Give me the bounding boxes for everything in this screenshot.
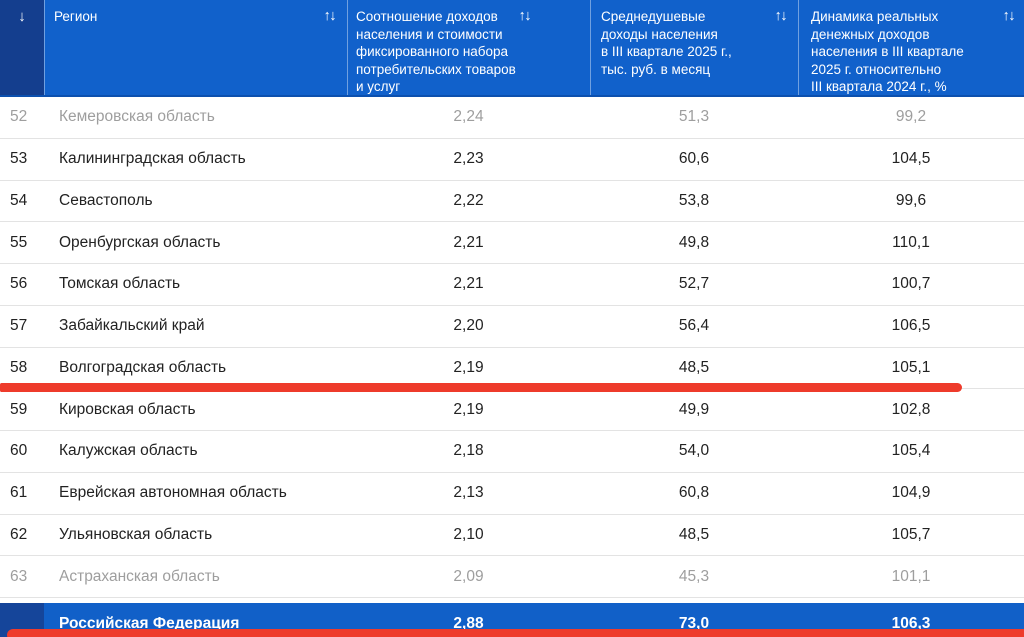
rank-cell: 61 — [10, 484, 28, 502]
dynamics-cell: 104,9 — [891, 484, 931, 502]
region-cell: Кемеровская область — [59, 108, 215, 126]
dynamics-column-label: Динамика реальных денежных доходов насел… — [811, 9, 964, 94]
table-row: 63 Астраханская область 2,09 45,3 101,1 — [0, 556, 1024, 598]
column-header-income[interactable]: Среднедушевые доходы населения в III ква… — [590, 0, 798, 95]
ratio-cell: 2,09 — [453, 567, 484, 585]
region-cell: Севастополь — [59, 191, 153, 209]
rank-cell: 60 — [10, 442, 28, 460]
column-header-region[interactable]: Регион ↑↓ — [44, 0, 347, 95]
table-row: 56 Томская область 2,21 52,7 100,7 — [0, 264, 1024, 306]
ratio-cell: 2,19 — [453, 358, 484, 376]
sort-toggle-icon[interactable]: ↑↓ — [774, 8, 788, 24]
table-row: 53 Калининградская область 2,23 60,6 104… — [0, 139, 1024, 181]
rank-cell: 54 — [10, 191, 28, 209]
dynamics-cell: 99,6 — [895, 191, 927, 209]
rank-cell: 63 — [10, 567, 28, 585]
ratio-cell: 2,10 — [453, 525, 484, 543]
red-underline-annotation — [0, 383, 962, 392]
table-body: 52 Кемеровская область 2,24 51,3 99,2 53… — [0, 97, 1024, 598]
dynamics-cell: 110,1 — [892, 233, 930, 251]
column-header-rank[interactable]: ↓ — [0, 0, 44, 95]
dynamics-cell: 106,5 — [891, 317, 931, 335]
rank-cell: 56 — [10, 275, 28, 293]
table-row: 61 Еврейская автономная область 2,13 60,… — [0, 473, 1024, 515]
sort-toggle-icon[interactable]: ↑↓ — [518, 8, 532, 24]
income-cell: 56,4 — [678, 317, 710, 335]
ratio-cell: 2,13 — [453, 484, 484, 502]
region-cell: Российская Федерация — [59, 615, 240, 632]
ratio-cell: 2,22 — [453, 191, 484, 209]
income-column-label: Среднедушевые доходы населения в III ква… — [601, 9, 732, 77]
table-row: 62 Ульяновская область 2,10 48,5 105,7 — [0, 515, 1024, 557]
income-cell: 48,5 — [678, 358, 710, 376]
table-row: 54 Севастополь 2,22 53,8 99,6 — [0, 181, 1024, 223]
sort-desc-icon[interactable]: ↓ — [18, 8, 26, 25]
table-row: 55 Оренбургская область 2,21 49,8 110,1 — [0, 222, 1024, 264]
income-cell: 49,8 — [678, 233, 710, 251]
dynamics-cell: 100,7 — [891, 275, 931, 293]
rank-cell: 53 — [10, 150, 28, 168]
income-cell: 49,9 — [678, 400, 710, 418]
income-cell: 60,8 — [678, 484, 710, 502]
region-cell: Оренбургская область — [59, 233, 221, 251]
ratio-cell: 2,20 — [453, 317, 484, 335]
region-column-label: Регион — [54, 9, 98, 24]
income-cell: 60,6 — [678, 150, 710, 168]
table-row: 60 Калужская область 2,18 54,0 105,4 — [0, 431, 1024, 473]
rank-cell: 62 — [10, 525, 28, 543]
rank-cell: 55 — [10, 233, 28, 251]
income-cell: 51,3 — [678, 108, 710, 126]
region-cell: Астраханская область — [59, 567, 220, 585]
rank-cell: 52 — [10, 108, 28, 126]
dynamics-cell: 101,1 — [891, 567, 931, 585]
income-cell: 73,0 — [678, 615, 710, 632]
income-cell: 54,0 — [678, 442, 710, 460]
column-header-dynamics[interactable]: Динамика реальных денежных доходов насел… — [798, 0, 1024, 95]
ratio-cell: 2,19 — [453, 400, 484, 418]
ratio-cell: 2,21 — [453, 275, 484, 293]
dynamics-cell: 105,4 — [891, 442, 931, 460]
region-cell: Калужская область — [59, 442, 198, 460]
dynamics-cell: 99,2 — [895, 108, 927, 126]
income-cell: 45,3 — [678, 567, 710, 585]
column-header-ratio[interactable]: Соотношение доходов населения и стоимост… — [347, 0, 590, 95]
region-cell: Томская область — [59, 275, 181, 293]
red-bottom-line-annotation — [7, 629, 1024, 637]
ratio-cell: 2,24 — [453, 108, 484, 126]
region-cell: Волгоградская область — [59, 358, 227, 376]
region-cell: Кировская область — [59, 400, 196, 418]
income-cell: 52,7 — [678, 275, 710, 293]
ratio-column-label: Соотношение доходов населения и стоимост… — [356, 9, 516, 94]
region-cell: Забайкальский край — [59, 317, 205, 335]
region-cell: Калининградская область — [59, 150, 246, 168]
dynamics-cell: 105,1 — [891, 358, 931, 376]
ratio-cell: 2,88 — [453, 615, 484, 632]
table-header: ↓ Регион ↑↓ Соотношение доходов населени… — [0, 0, 1024, 97]
ratio-cell: 2,21 — [453, 233, 484, 251]
rank-cell: 57 — [10, 317, 28, 335]
region-cell: Ульяновская область — [59, 525, 213, 543]
sort-toggle-icon[interactable]: ↑↓ — [1002, 8, 1016, 24]
dynamics-cell: 106,3 — [891, 615, 931, 632]
income-cell: 53,8 — [678, 191, 710, 209]
income-cell: 48,5 — [678, 525, 710, 543]
dynamics-cell: 105,7 — [891, 525, 931, 543]
table-row: 52 Кемеровская область 2,24 51,3 99,2 — [0, 97, 1024, 139]
dynamics-cell: 102,8 — [891, 400, 931, 418]
sort-toggle-icon[interactable]: ↑↓ — [323, 8, 337, 24]
region-cell: Еврейская автономная область — [59, 484, 287, 502]
rank-cell: 58 — [10, 358, 28, 376]
dynamics-cell: 104,5 — [891, 150, 931, 168]
ratio-cell: 2,23 — [453, 150, 484, 168]
table-row: 57 Забайкальский край 2,20 56,4 106,5 — [0, 306, 1024, 348]
table-row: 59 Кировская область 2,19 49,9 102,8 — [0, 389, 1024, 431]
rank-cell: 59 — [10, 400, 28, 418]
ratio-cell: 2,18 — [453, 442, 484, 460]
